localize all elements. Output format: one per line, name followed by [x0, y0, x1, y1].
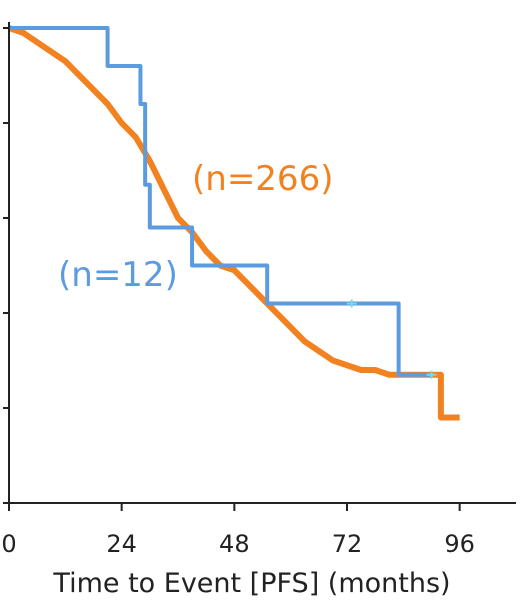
x-tick-label: 72 [332, 530, 363, 558]
x-tick-label: 0 [1, 530, 16, 558]
series-label-n12: (n=12) [58, 255, 178, 295]
x-ticks: 0 24 48 72 96 [1, 503, 475, 558]
x-axis-title: Time to Event [PFS] (months) [52, 568, 450, 599]
series-line-0 [8, 25, 460, 421]
x-tick-label: 48 [219, 530, 250, 558]
x-tick-label: 96 [444, 530, 475, 558]
y-ticks [3, 27, 9, 504]
x-tick-label: 24 [106, 530, 137, 558]
series-line-1 [9, 26, 432, 377]
plot-area [8, 25, 460, 421]
series-label-n266: (n=266) [192, 159, 333, 199]
